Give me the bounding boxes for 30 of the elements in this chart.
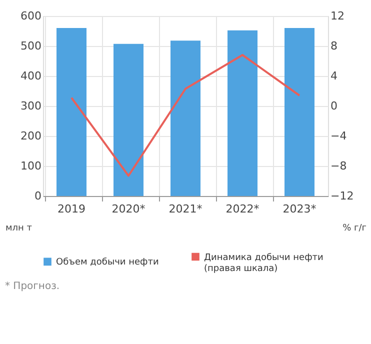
bar	[228, 30, 258, 196]
y-tick-label: 500	[20, 40, 42, 52]
y2-tick-label: −8	[330, 160, 347, 172]
y2-tick-label: −4	[330, 130, 347, 142]
legend-label: Динамика добычи нефти (правая шкала)	[204, 252, 324, 274]
bar	[170, 40, 200, 196]
bar	[114, 44, 144, 196]
line-series	[70, 54, 300, 177]
x-tick-label: 2020*	[112, 202, 146, 216]
legend-label: Объем добычи нефти	[56, 258, 159, 268]
bar	[284, 28, 314, 196]
y-tick-label: 300	[20, 100, 42, 112]
y2-tick-label: −12	[330, 190, 354, 202]
y2-tick-label: 12	[330, 10, 344, 22]
y2-tick-label: 0	[330, 100, 338, 112]
x-tick-label: 2021*	[168, 202, 203, 216]
y-tick-label: 100	[20, 160, 42, 172]
x-tick-label: 2022*	[226, 202, 260, 216]
y-tick-label: 600	[20, 10, 42, 22]
y-axis-title: млн т	[6, 224, 32, 234]
y2-axis-title: % г/г	[342, 224, 367, 234]
bar	[56, 28, 86, 196]
x-tick-label: 2023*	[282, 202, 317, 216]
y2-tick-label: 4	[330, 70, 338, 82]
y2-tick-label: 8	[330, 40, 338, 52]
y-tick-label: 0	[34, 190, 42, 202]
x-tick-label: 2019	[58, 202, 86, 216]
y-tick-label: 400	[20, 70, 42, 82]
text: * Прогноз.	[5, 281, 60, 292]
y-tick-label: 200	[20, 130, 42, 142]
